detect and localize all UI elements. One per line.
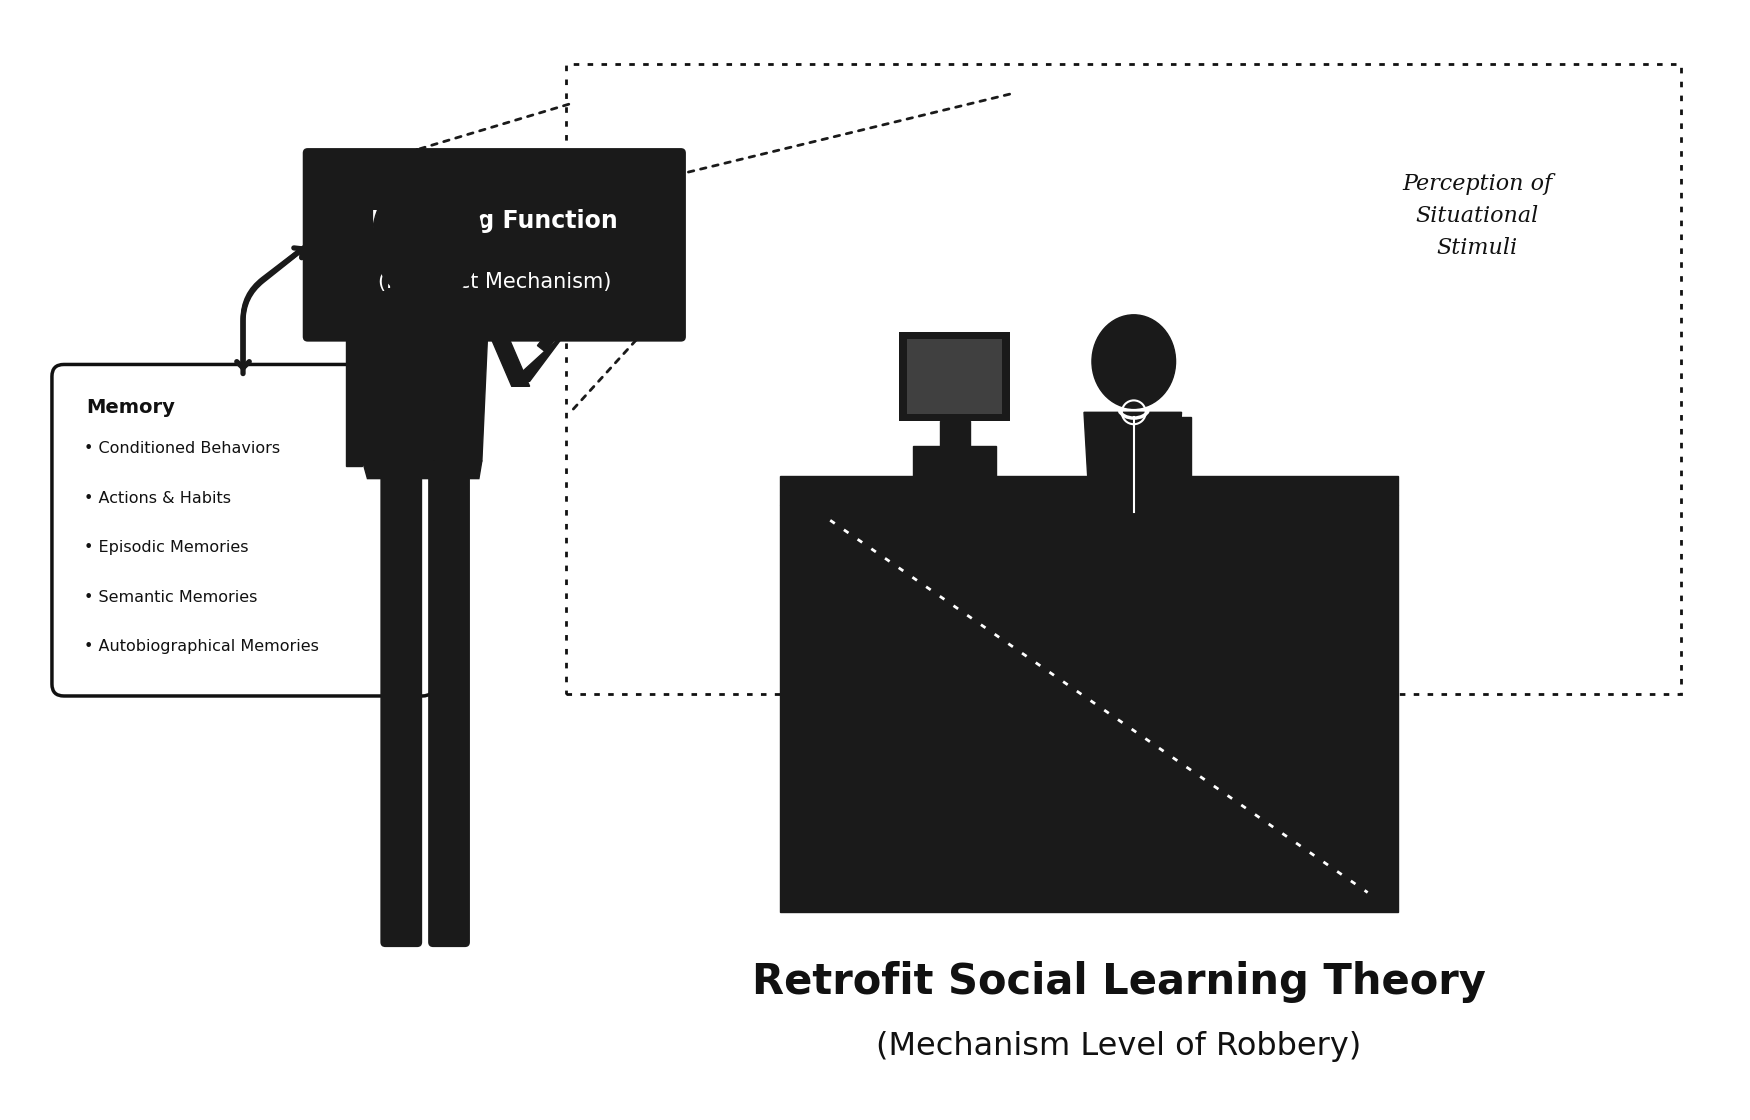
Text: Retrofit Social Learning Theory: Retrofit Social Learning Theory — [752, 961, 1486, 1002]
FancyBboxPatch shape — [303, 148, 686, 342]
Text: Matching Function: Matching Function — [371, 209, 618, 233]
Polygon shape — [352, 307, 488, 460]
FancyArrowPatch shape — [236, 246, 306, 367]
Ellipse shape — [1092, 315, 1176, 408]
Ellipse shape — [373, 172, 481, 302]
Polygon shape — [780, 505, 1398, 913]
Text: • Episodic Memories: • Episodic Memories — [84, 540, 248, 556]
FancyArrowPatch shape — [576, 302, 672, 321]
Text: • Semantic Memories: • Semantic Memories — [84, 590, 257, 605]
FancyBboxPatch shape — [380, 474, 422, 948]
Text: (Mechanism Level of Robbery): (Mechanism Level of Robbery) — [877, 1030, 1362, 1062]
Polygon shape — [780, 476, 1398, 505]
FancyArrowPatch shape — [416, 104, 569, 150]
FancyBboxPatch shape — [52, 364, 434, 696]
FancyArrowPatch shape — [681, 94, 1010, 175]
FancyArrowPatch shape — [243, 248, 303, 374]
Text: Perception of
Situational
Stimuli: Perception of Situational Stimuli — [1402, 172, 1552, 260]
Text: • Autobiographical Memories: • Autobiographical Memories — [84, 640, 318, 654]
Polygon shape — [481, 317, 530, 386]
Polygon shape — [345, 317, 362, 466]
Text: • Actions & Habits: • Actions & Habits — [84, 491, 231, 505]
Polygon shape — [362, 460, 481, 478]
FancyBboxPatch shape — [429, 474, 471, 948]
Polygon shape — [940, 421, 970, 446]
Polygon shape — [1174, 418, 1192, 512]
Polygon shape — [914, 446, 996, 476]
Polygon shape — [537, 324, 562, 352]
Polygon shape — [511, 327, 570, 381]
Text: Memory: Memory — [86, 399, 175, 418]
FancyArrowPatch shape — [574, 300, 672, 409]
Text: • Conditioned Behaviors: • Conditioned Behaviors — [84, 441, 280, 456]
FancyBboxPatch shape — [906, 338, 1003, 414]
Text: (Incorrect Mechanism): (Incorrect Mechanism) — [378, 271, 611, 291]
FancyBboxPatch shape — [900, 332, 1010, 421]
Polygon shape — [1083, 412, 1181, 516]
